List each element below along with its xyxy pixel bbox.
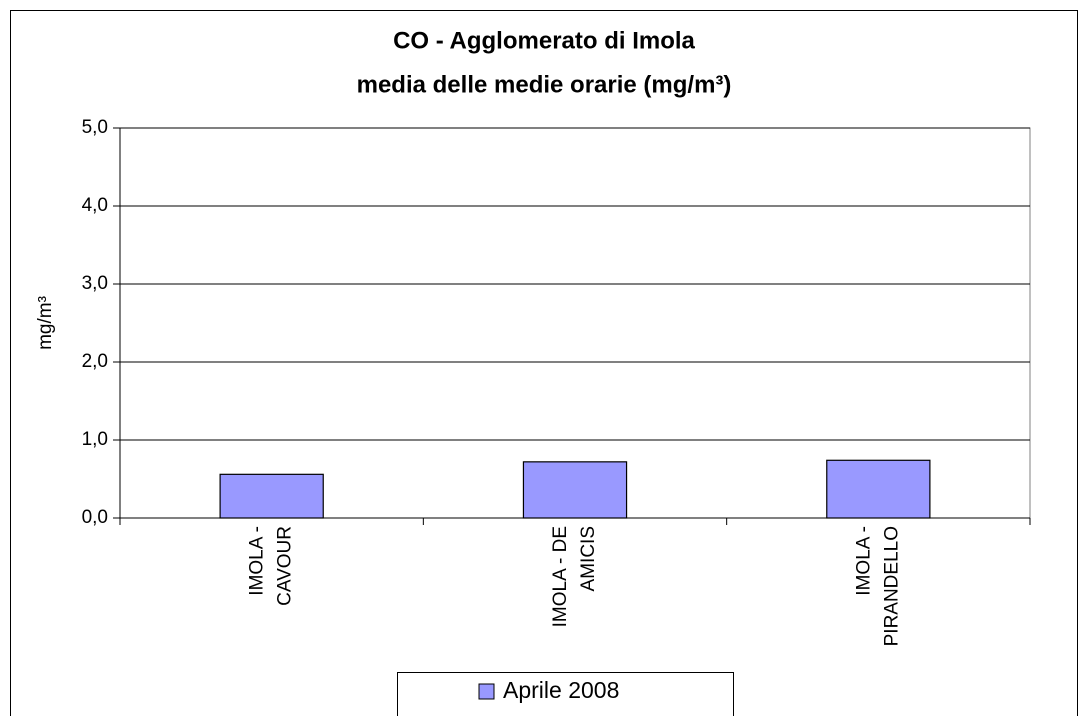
bar <box>219 473 324 519</box>
x-tick-label: AMICIS <box>578 526 599 591</box>
legend-swatch <box>478 683 495 700</box>
chart-subtitle: media delle medie orarie (mg/m³) <box>357 71 732 98</box>
chart-border <box>10 10 1078 716</box>
y-tick-label: 2,0 <box>82 351 108 372</box>
x-tick-label: IMOLA - DE <box>550 526 571 627</box>
y-axis-label: mg/m³ <box>35 296 56 350</box>
bar <box>826 459 931 519</box>
chart-title: CO - Agglomerato di Imola <box>393 27 695 54</box>
x-tick-label: CAVOUR <box>275 526 296 606</box>
y-tick-label: 4,0 <box>82 195 108 216</box>
plot-area <box>119 127 1031 519</box>
y-tick-label: 3,0 <box>82 273 108 294</box>
bar <box>522 461 628 519</box>
x-tick-label: PIRANDELLO <box>881 526 902 646</box>
legend-box <box>397 672 734 716</box>
y-tick-label: 5,0 <box>82 117 108 138</box>
legend-label: Aprile 2008 <box>503 677 619 703</box>
y-tick-label: 0,0 <box>82 507 108 528</box>
x-tick-label: IMOLA - <box>853 526 874 596</box>
x-tick-label: IMOLA - <box>247 526 268 596</box>
y-tick-label: 1,0 <box>82 429 108 450</box>
